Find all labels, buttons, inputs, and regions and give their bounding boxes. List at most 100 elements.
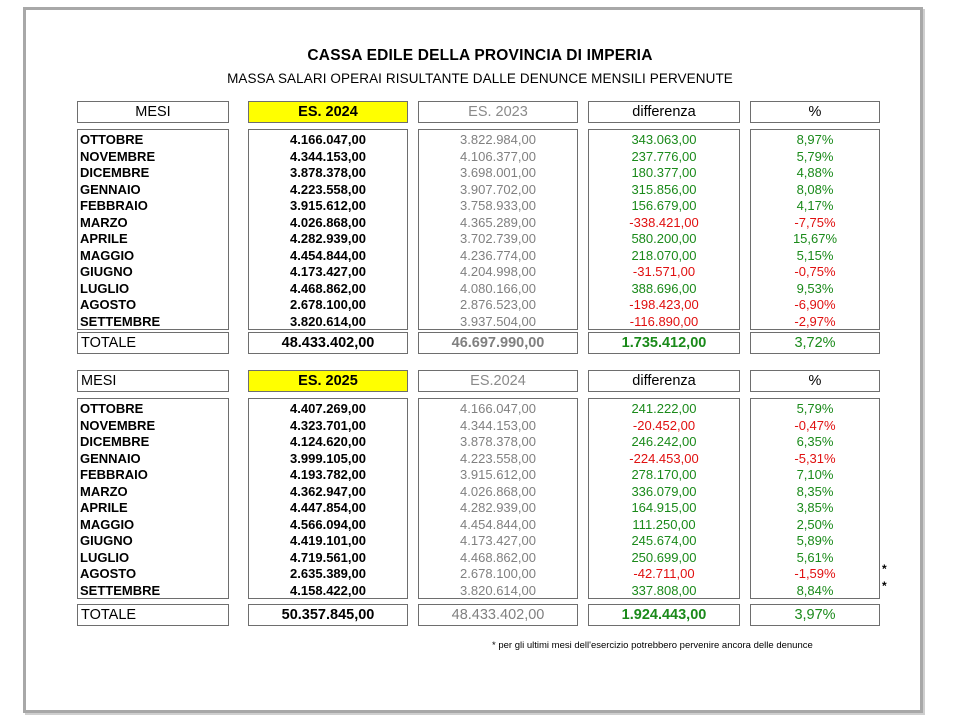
col-current: 4.407.269,00 4.323.701,00 4.124.620,00 3.99…: [248, 398, 408, 599]
previous-cell: 4.223.558,00: [460, 450, 536, 466]
pct-cell: 15,67%: [792, 231, 838, 246]
previous-cell: 4.204.998,00: [460, 264, 536, 279]
total-percent: 3,72%: [750, 332, 880, 354]
month-cell: FEBBRAIO: [80, 467, 148, 482]
pct-cell: -5,31%: [794, 450, 836, 466]
previous-cell: 3.907.702,00: [460, 181, 536, 197]
pct-cell: 8,08%: [796, 181, 834, 197]
previous-cell: 4.106.377,00: [460, 148, 536, 164]
previous-cell: 2.678.100,00: [460, 566, 536, 581]
pct-cell: -6,90%: [794, 297, 836, 312]
header-difference: differenza: [588, 370, 740, 392]
page-subtitle: MASSA SALARI OPERAI RISULTANTE DALLE DEN…: [227, 71, 733, 86]
current-cell: 4.223.558,00: [290, 181, 366, 197]
previous-cell: 4.236.774,00: [460, 247, 536, 263]
pct-cell: 5,15%: [796, 247, 834, 263]
previous-cell: 4.365.289,00: [460, 214, 536, 230]
month-cell: LUGLIO: [80, 549, 130, 565]
total-previous: 48.433.402,00: [418, 604, 578, 626]
diff-cell: -31.571,00: [632, 264, 696, 279]
month-cell: SETTEMBRE: [80, 313, 161, 329]
col-percent: 8,97% 5,79% 4,88% 8,08% 4,17% -7,75% 15,67% 5,1…: [750, 129, 880, 330]
diff-cell: 246.242,00: [631, 434, 697, 449]
diff-cell: -338.421,00: [629, 214, 699, 230]
pct-cell: 8,35%: [796, 483, 834, 499]
diff-cell: -42.711,00: [633, 566, 695, 581]
current-cell: 4.719.561,00: [290, 549, 366, 565]
month-cell: NOVEMBRE: [80, 417, 156, 433]
diff-cell: 164.915,00: [631, 500, 697, 515]
diff-cell: 388.696,00: [631, 280, 697, 296]
page-frame: [23, 7, 923, 713]
month-cell: SETTEMBRE: [80, 582, 161, 598]
current-cell: 4.166.047,00: [290, 132, 366, 147]
header-mesi: MESI: [77, 370, 229, 392]
diff-cell: 241.222,00: [631, 401, 697, 416]
current-cell: 3.820.614,00: [290, 313, 366, 329]
diff-cell: 278.170,00: [631, 467, 697, 482]
total-percent: 3,97%: [750, 604, 880, 626]
diff-cell: 111.250,00: [632, 516, 696, 532]
footnote-marker: *: [882, 562, 887, 576]
diff-cell: 218.070,00: [631, 247, 697, 263]
footnote-marker: *: [882, 578, 887, 593]
month-cell: MARZO: [80, 483, 128, 499]
current-cell: 4.323.701,00: [290, 417, 366, 433]
header-difference: differenza: [588, 101, 740, 123]
pct-cell: -0,47%: [794, 417, 836, 433]
month-cell: AGOSTO: [80, 566, 137, 581]
current-cell: 4.282.939,00: [290, 231, 366, 246]
current-cell: 4.566.094,00: [290, 516, 366, 532]
pct-cell: 8,97%: [796, 132, 834, 147]
month-cell: DICEMBRE: [80, 434, 150, 449]
previous-cell: 4.282.939,00: [460, 500, 536, 515]
col-difference: 343.063,00 237.776,00 180.377,00 315.856,00…: [588, 129, 740, 330]
pct-cell: -0,75%: [794, 264, 836, 279]
previous-cell: 3.822.984,00: [460, 132, 536, 147]
month-cell: NOVEMBRE: [80, 148, 156, 164]
pct-cell: 4,88%: [796, 165, 834, 180]
current-cell: 4.124.620,00: [290, 434, 366, 449]
previous-cell: 3.820.614,00: [460, 582, 536, 598]
footnote: * per gli ultimi mesi dell'esercizio pot…: [492, 640, 813, 651]
diff-cell: 343.063,00: [631, 132, 697, 147]
pct-cell: 8,84%: [796, 582, 834, 598]
current-cell: 4.447.854,00: [290, 500, 366, 515]
current-cell: 4.468.862,00: [290, 280, 366, 296]
diff-cell: 315.856,00: [631, 181, 697, 197]
current-cell: 3.878.378,00: [290, 165, 366, 180]
total-current: 48.433.402,00: [248, 332, 408, 354]
month-cell: OTTOBRE: [80, 401, 144, 416]
header-previous-year: ES. 2023: [418, 101, 578, 123]
pct-cell: 7,10%: [796, 467, 834, 482]
current-cell: 3.999.105,00: [290, 450, 366, 466]
pct-cell: 2,50%: [796, 516, 834, 532]
previous-cell: 3.937.504,00: [460, 313, 536, 329]
diff-cell: 250.699,00: [631, 549, 697, 565]
col-previous: 3.822.984,00 4.106.377,00 3.698.001,00 3.90…: [418, 129, 578, 330]
pct-cell: -2,97%: [794, 313, 836, 329]
month-cell: GENNAIO: [80, 181, 141, 197]
pct-cell: 4,17%: [796, 198, 834, 213]
current-cell: 4.026.868,00: [290, 214, 366, 230]
diff-cell: -224.453,00: [629, 450, 699, 466]
previous-cell: 4.080.166,00: [460, 280, 536, 296]
total-current: 50.357.845,00: [248, 604, 408, 626]
diff-cell: 156.679,00: [631, 198, 697, 213]
month-cell: MAGGIO: [80, 247, 135, 263]
previous-cell: 3.702.739,00: [460, 231, 536, 246]
col-difference: 241.222,00 -20.452,00 246.242,00 -224.453,0…: [588, 398, 740, 599]
pct-cell: -7,75%: [794, 214, 836, 230]
header-current-year: ES. 2025: [248, 370, 408, 392]
diff-cell: 336.079,00: [631, 483, 697, 499]
previous-cell: 3.878.378,00: [460, 434, 536, 449]
diff-cell: 337.808,00: [631, 582, 697, 598]
month-cell: DICEMBRE: [80, 165, 150, 180]
current-cell: 4.454.844,00: [290, 247, 366, 263]
header-previous-year: ES.2024: [418, 370, 578, 392]
pct-cell: 5,89%: [796, 533, 834, 548]
total-label: TOTALE: [77, 604, 229, 626]
pct-cell: 5,79%: [796, 401, 834, 416]
previous-cell: 4.344.153,00: [460, 417, 536, 433]
total-label: TOTALE: [77, 332, 229, 354]
